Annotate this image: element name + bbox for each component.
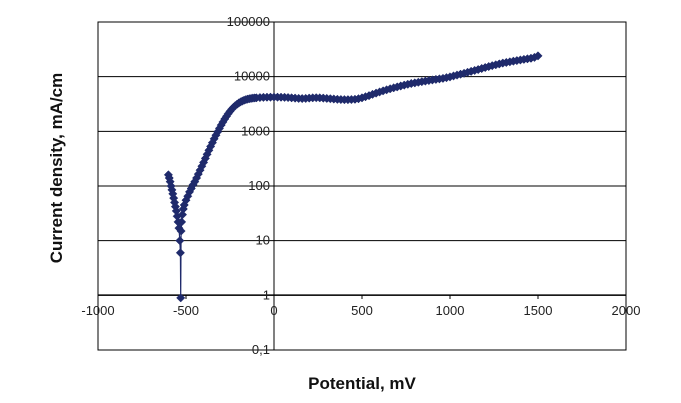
x-axis-title: Potential, mV <box>308 374 416 393</box>
x-tick-label: 500 <box>351 303 373 318</box>
y-axis-title: Current density, mA/cm <box>47 73 66 264</box>
data-point <box>176 293 186 303</box>
y-tick-label: 1 <box>263 287 270 302</box>
y-tick-label: 10 <box>256 233 270 248</box>
data-points <box>163 51 543 303</box>
x-tick-label: -1000 <box>81 303 114 318</box>
data-point <box>533 51 543 61</box>
x-tick-label: -500 <box>173 303 199 318</box>
data-point <box>177 217 187 227</box>
axes-layer <box>97 21 627 351</box>
y-tick-label: 0,1 <box>252 342 270 357</box>
y-tick-label: 1000 <box>241 123 270 138</box>
x-tick-labels: -1000 -500 0 500 1000 1500 2000 <box>81 303 640 318</box>
y-tick-label: 100000 <box>227 14 270 29</box>
y-tick-labels: 100000 10000 1000 100 10 1 0,1 <box>227 14 270 357</box>
data-point <box>176 226 186 236</box>
data-point <box>175 236 185 246</box>
x-tick-label: 2000 <box>612 303 641 318</box>
x-tick-label: 0 <box>270 303 277 318</box>
data-point <box>175 248 185 258</box>
y-tick-label: 100 <box>248 178 270 193</box>
y-tick-label: 10000 <box>234 69 270 84</box>
plot-frame <box>97 21 627 351</box>
x-tick-label: 1000 <box>436 303 465 318</box>
x-tick-label: 1500 <box>524 303 553 318</box>
data-point <box>177 210 188 220</box>
